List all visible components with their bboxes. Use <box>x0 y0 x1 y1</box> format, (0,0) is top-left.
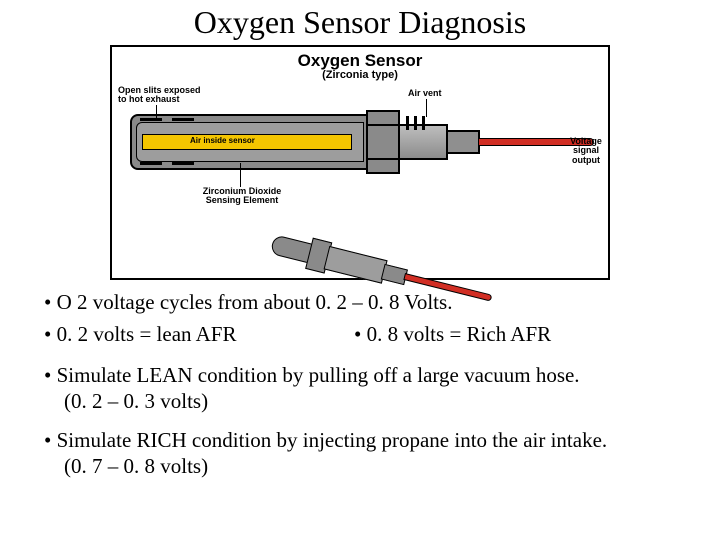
diagram-title: Oxygen Sensor <box>112 51 608 71</box>
diagram-subtitle: (Zirconia type) <box>112 69 608 81</box>
bullet-4: • Simulate RICH condition by injecting p… <box>44 428 700 479</box>
bullet-2: • 0. 2 volts = lean AFR • 0. 8 volts = R… <box>44 322 700 348</box>
bullet-3: • Simulate LEAN condition by pulling off… <box>44 363 700 414</box>
sensor-diagram: Oxygen Sensor (Zirconia type) Open slits… <box>110 45 610 280</box>
callout-zirconium: Zirconium DioxideSensing Element <box>192 187 292 206</box>
callout-slits: Open slits exposedto hot exhaust <box>118 86 208 105</box>
bullet-2b: • 0. 8 volts = Rich AFR <box>354 322 551 348</box>
air-label: Air inside sensor <box>190 136 255 145</box>
callout-voltage: Voltagesignaloutput <box>564 137 608 165</box>
bullet-1: • O 2 voltage cycles from about 0. 2 – 0… <box>44 290 700 316</box>
page-title: Oxygen Sensor Diagnosis <box>0 4 720 41</box>
bullet-list: • O 2 voltage cycles from about 0. 2 – 0… <box>44 290 700 480</box>
callout-air-vent: Air vent <box>408 89 442 98</box>
bullet-2a: • 0. 2 volts = lean AFR <box>44 322 354 348</box>
sensor-cutaway: Air inside sensor <box>130 112 594 172</box>
